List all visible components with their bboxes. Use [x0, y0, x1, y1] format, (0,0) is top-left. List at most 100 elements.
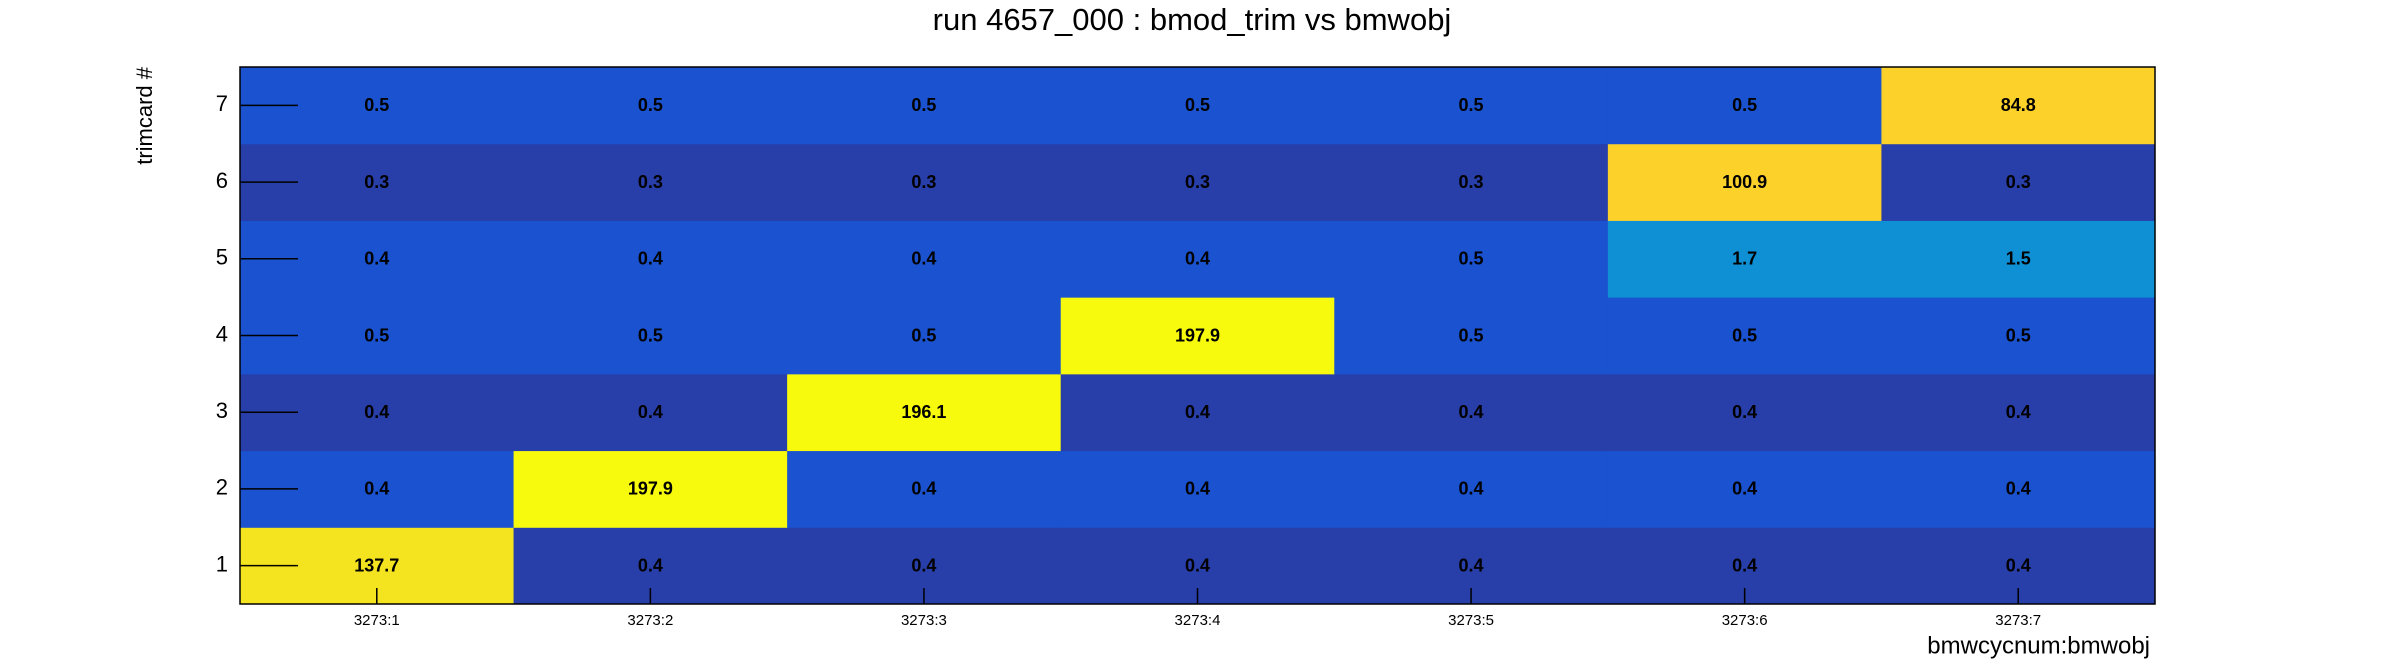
heat-cell: [513, 143, 788, 221]
cell-label: 0.3: [638, 172, 663, 192]
cell-label: 0.5: [1459, 325, 1484, 345]
cell-label: 0.4: [1459, 479, 1484, 499]
heat-cell: [1881, 450, 2156, 528]
cell-label: 0.5: [364, 325, 389, 345]
cell-label: 197.9: [628, 479, 673, 499]
cell-label: 84.8: [2001, 95, 2036, 115]
heat-cell: [1334, 373, 1609, 452]
cell-label: 0.4: [364, 249, 389, 269]
y-tick-label: 4: [216, 321, 228, 346]
cell-label: 0.5: [364, 95, 389, 115]
cell-label: 0.5: [2006, 325, 2031, 345]
heat-cell: [787, 450, 1062, 528]
cell-label: 0.3: [1185, 172, 1210, 192]
heat-cell: [1060, 373, 1335, 452]
cell-label: 0.3: [1459, 172, 1484, 192]
heat-cell: [1060, 220, 1335, 298]
cell-label: 197.9: [1175, 325, 1220, 345]
heat-cell: [513, 67, 788, 145]
heat-cell: [1060, 450, 1335, 528]
cell-label: 196.1: [901, 402, 946, 422]
y-axis-title: trimcard #: [132, 66, 157, 165]
heat-cell: [787, 220, 1062, 298]
x-tick-label: 3273:4: [1175, 612, 1221, 629]
heat-cell: [1334, 67, 1609, 145]
cell-label: 0.5: [911, 95, 936, 115]
heat-cell: [1060, 67, 1335, 145]
heat-cell: [1060, 297, 1335, 375]
cell-label: 0.4: [1185, 402, 1210, 422]
heat-cell: [1607, 373, 1882, 452]
cell-label: 0.4: [1732, 479, 1757, 499]
heat-cell: [1881, 373, 2156, 452]
x-tick-label: 3273:5: [1448, 612, 1494, 629]
cell-label: 0.4: [638, 555, 663, 575]
cell-label: 0.4: [2006, 555, 2031, 575]
y-tick-label: 1: [216, 551, 228, 576]
x-tick-label: 3273:2: [627, 612, 673, 629]
cell-label: 0.3: [911, 172, 936, 192]
heat-cell: [1881, 297, 2156, 375]
cell-label: 0.4: [364, 479, 389, 499]
cell-label: 0.4: [911, 555, 936, 575]
cell-label: 1.7: [1732, 249, 1757, 269]
cell-label: 0.4: [1732, 402, 1757, 422]
cell-label: 0.4: [1459, 555, 1484, 575]
heat-cell: [513, 220, 788, 298]
x-tick-label: 3273:7: [1995, 612, 2041, 629]
y-tick-label: 5: [216, 245, 228, 270]
cell-label: 0.4: [911, 479, 936, 499]
heat-cell: [787, 297, 1062, 375]
cell-label: 0.3: [2006, 172, 2031, 192]
cell-label: 0.5: [1459, 249, 1484, 269]
cell-label: 0.3: [364, 172, 389, 192]
y-tick-label: 3: [216, 398, 228, 423]
cell-label: 0.4: [1185, 249, 1210, 269]
cell-label: 0.4: [1185, 479, 1210, 499]
heat-cell: [787, 67, 1062, 145]
cell-label: 0.5: [1185, 95, 1210, 115]
heat-cell: [1060, 143, 1335, 221]
heat-cell: [1334, 450, 1609, 528]
y-tick-label: 2: [216, 475, 228, 500]
cell-label: 0.4: [2006, 402, 2031, 422]
heat-cell: [1881, 143, 2156, 221]
heat-cell: [787, 373, 1062, 452]
x-axis-title: bmwcycnum:bmwobj: [1927, 632, 2150, 659]
cell-label: 0.4: [638, 402, 663, 422]
cell-label: 0.5: [638, 325, 663, 345]
cell-label: 1.5: [2006, 249, 2031, 269]
heat-cell: [1607, 143, 1882, 221]
cell-label: 0.5: [1732, 95, 1757, 115]
heat-cell: [1334, 220, 1609, 298]
cell-label: 0.4: [1459, 402, 1484, 422]
heat-cell: [513, 450, 788, 528]
heat-cell: [1607, 67, 1882, 145]
heat-cell: [1334, 143, 1609, 221]
heat-cell: [1607, 450, 1882, 528]
heat-cell: [513, 373, 788, 452]
heat-cell: [1607, 297, 1882, 375]
x-tick-label: 3273:1: [354, 612, 400, 629]
heat-cell: [1881, 67, 2156, 145]
heat-cell: [787, 143, 1062, 221]
cell-label: 137.7: [354, 555, 399, 575]
heat-cell: [1607, 220, 1882, 298]
y-tick-label: 6: [216, 168, 228, 193]
cell-label: 0.4: [1732, 555, 1757, 575]
cell-label: 0.5: [911, 325, 936, 345]
cell-label: 0.4: [638, 249, 663, 269]
plot-frame: [239, 66, 2156, 605]
cell-label: 0.5: [638, 95, 663, 115]
heat-cell: [1881, 220, 2156, 298]
x-tick-label: 3273:3: [901, 612, 947, 629]
cell-label: 0.4: [911, 249, 936, 269]
cell-label: 0.4: [1185, 555, 1210, 575]
cell-label: 0.4: [2006, 479, 2031, 499]
heat-cell: [1334, 297, 1609, 375]
chart-title: run 4657_000 : bmod_trim vs bmwobj: [933, 2, 1452, 37]
y-tick-label: 7: [216, 91, 228, 116]
cell-label: 0.5: [1732, 325, 1757, 345]
cell-label: 0.5: [1459, 95, 1484, 115]
